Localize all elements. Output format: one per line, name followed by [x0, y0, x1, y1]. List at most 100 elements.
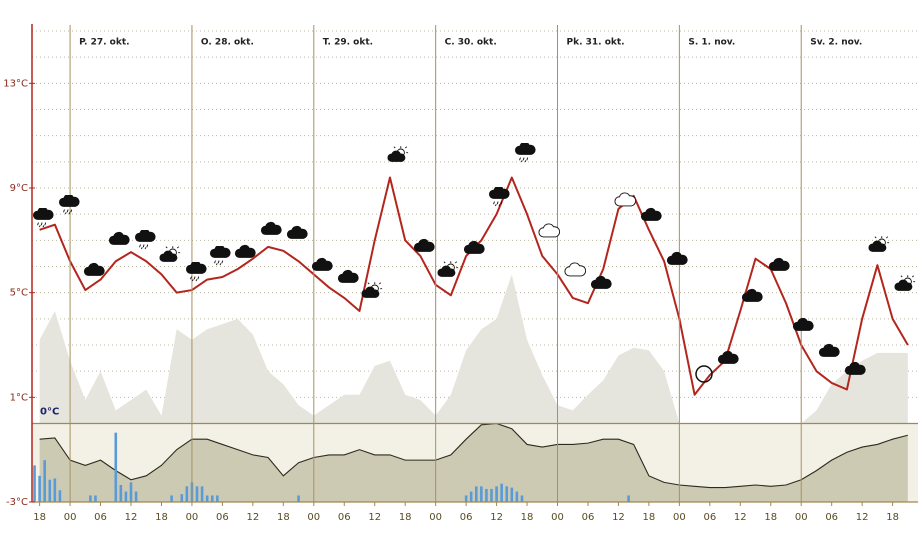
- icon: [640, 207, 662, 221]
- x-tick-label: 18: [764, 512, 777, 523]
- precip-bar: [53, 478, 57, 502]
- day-label: T. 29. okt.: [323, 38, 373, 48]
- x-tick-label: 06: [582, 512, 595, 523]
- icon: [894, 275, 916, 292]
- day-label: S. 1. nov.: [688, 38, 735, 48]
- x-tick-label: 18: [643, 512, 656, 523]
- x-tick-label: 18: [399, 512, 412, 523]
- precip-bar: [520, 495, 524, 502]
- icon: [209, 246, 231, 266]
- day-label: O. 28. okt.: [201, 38, 254, 48]
- precip-bar: [195, 486, 199, 502]
- y-tick-label: 5°C: [10, 288, 28, 299]
- icon: [234, 244, 256, 258]
- area: [39, 423, 908, 502]
- icon: [260, 221, 282, 235]
- x-tick-label: 12: [368, 512, 381, 523]
- precip-bar: [119, 484, 123, 502]
- day-label: P. 27. okt.: [79, 38, 129, 48]
- x-tick-label: 00: [673, 512, 686, 523]
- precip-bar: [134, 491, 138, 502]
- icon: [159, 246, 181, 263]
- precip-bar: [180, 494, 184, 502]
- icon: [83, 262, 105, 276]
- precip-bar: [495, 486, 498, 502]
- x-tick-label: 06: [338, 512, 351, 523]
- precip-bar: [490, 488, 493, 502]
- day-label: Sv. 2. nov.: [810, 38, 862, 48]
- x-tick-label: 06: [216, 512, 229, 523]
- icon: [590, 275, 612, 289]
- icon: [134, 230, 156, 250]
- precip-bar: [510, 487, 514, 502]
- icon: [695, 365, 713, 383]
- zero-label: 0°C: [40, 407, 59, 418]
- icon: [185, 262, 207, 282]
- icon: [311, 257, 333, 271]
- icon: [614, 192, 636, 207]
- day-label: Pk. 31. okt.: [567, 38, 625, 48]
- precip-bar: [43, 460, 46, 502]
- icon: [868, 236, 890, 253]
- precip-bar: [505, 486, 509, 502]
- precip-bar: [480, 486, 483, 502]
- icon: [768, 257, 790, 271]
- icon: [337, 269, 359, 283]
- area-line: [39, 422, 908, 489]
- area: [39, 274, 908, 424]
- precip-bar: [124, 491, 128, 502]
- x-tick-label: 00: [307, 512, 320, 523]
- precip-bar: [297, 495, 300, 502]
- icon: [717, 350, 739, 364]
- y-tick-label: 9°C: [10, 183, 28, 194]
- x-tick-label: 12: [734, 512, 747, 523]
- icon: [666, 251, 688, 265]
- icon: [463, 240, 485, 254]
- x-tick-label: 12: [246, 512, 259, 523]
- precip-bar: [515, 491, 519, 502]
- y-tick-label: 1°C: [10, 392, 28, 403]
- precip-bar: [58, 490, 62, 502]
- x-tick-label: 18: [521, 512, 534, 523]
- x-tick-label: 12: [856, 512, 869, 523]
- precip-bar: [474, 486, 478, 502]
- icon: [538, 223, 560, 238]
- y-tick-label: 13°C: [3, 78, 28, 89]
- precip-bar: [89, 495, 92, 502]
- precip-bar: [38, 475, 41, 502]
- icon: [514, 143, 536, 163]
- x-tick-label: 18: [277, 512, 290, 523]
- icon: [437, 261, 459, 278]
- x-tick-label: 12: [490, 512, 503, 523]
- x-tick-label: 12: [612, 512, 625, 523]
- precip-bar: [469, 491, 473, 502]
- precip-bar: [216, 495, 219, 502]
- x-tick-label: 18: [886, 512, 899, 523]
- x-tick-label: 00: [551, 512, 564, 523]
- x-tick-label: 00: [186, 512, 199, 523]
- precip-bar: [33, 465, 36, 502]
- x-tick-label: 06: [94, 512, 107, 523]
- icon: [564, 262, 586, 277]
- precip-bar: [170, 495, 173, 502]
- day-label: C. 30. okt.: [445, 38, 497, 48]
- precip-bar: [185, 486, 189, 502]
- icon: [741, 288, 763, 302]
- x-tick-label: 18: [155, 512, 168, 523]
- x-tick-label: 12: [125, 512, 138, 523]
- x-tick-label: 00: [429, 512, 442, 523]
- precip-bar: [205, 495, 209, 502]
- precip-bar: [48, 479, 52, 502]
- precip-bar: [114, 432, 118, 502]
- precip-bar: [464, 495, 468, 502]
- precip-bar: [627, 495, 630, 502]
- icon: [108, 231, 130, 245]
- icon: [792, 317, 814, 331]
- x-tick-label: 06: [703, 512, 716, 523]
- precip-bar: [200, 486, 204, 502]
- precip-bar: [210, 495, 214, 502]
- x-tick-label: 18: [33, 512, 46, 523]
- icon: [818, 343, 840, 357]
- icon: [58, 195, 80, 215]
